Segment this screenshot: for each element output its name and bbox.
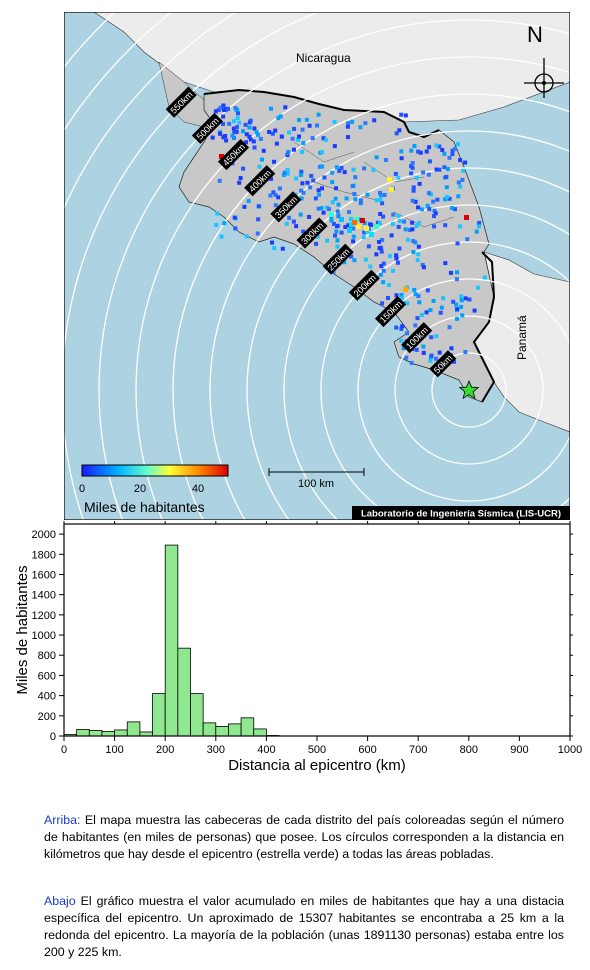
epicenter-star (458, 379, 480, 400)
histogram-bar (177, 647, 191, 737)
distance-ring (172, 93, 570, 520)
y-tick-label: 800 (38, 650, 56, 662)
y-tick-label: 400 (38, 691, 56, 703)
x-tick-label: 200 (156, 744, 174, 756)
y-tick-label: 0 (50, 731, 56, 743)
histogram-bar (202, 722, 217, 737)
x-tick-label: 900 (510, 744, 528, 756)
label-nicaragua: Nicaragua (296, 51, 351, 65)
svg-text:0: 0 (79, 483, 85, 495)
histogram-bar (114, 729, 128, 737)
distance-ring (246, 167, 570, 520)
histogram-bar (253, 728, 267, 737)
histogram-bar (215, 726, 229, 737)
label-panama: Panamá (515, 315, 529, 360)
svg-text:N: N (527, 22, 543, 47)
y-tick-label: 1200 (32, 610, 56, 622)
caption-top-text: El mapa muestra las cabeceras de cada di… (44, 813, 564, 861)
distance-ring (283, 204, 570, 520)
histogram-bar (164, 544, 179, 737)
histogram-bar (76, 729, 90, 737)
histogram-bar (152, 693, 166, 737)
distance-ring (357, 278, 570, 502)
histogram-bar (240, 717, 255, 737)
y-tick-label: 200 (38, 711, 56, 723)
histogram-chart: 0 100 200 300 400 500 600 700 800 900 1000 0 200 400 6… (14, 521, 582, 774)
y-tick-label: 1800 (32, 549, 56, 561)
distance-rings (64, 12, 570, 520)
x-tick-label: 700 (409, 744, 427, 756)
histogram-bar (88, 730, 103, 737)
y-tick-label: 600 (38, 670, 56, 682)
distance-ring (209, 130, 570, 520)
border-south (472, 251, 496, 403)
svg-text:20: 20 (134, 483, 146, 495)
svg-text:40: 40 (192, 483, 204, 495)
scale-bar: 100 km (268, 468, 365, 490)
population-points (206, 103, 487, 365)
border-north (203, 88, 440, 139)
distance-ring (394, 315, 544, 465)
population-map: 50km100km150km200km250km300km350km400km4… (64, 12, 570, 520)
rivers (293, 141, 455, 228)
north-arrow-icon: N (524, 22, 564, 98)
caption-bottom-text: El gráfico muestra el valor acumulado en… (44, 894, 564, 959)
x-tick-label: 1000 (558, 744, 582, 756)
svg-text:100 km: 100 km (298, 478, 334, 490)
caption-bottom: Abajo El gráfico muestra el valor acumul… (44, 893, 564, 961)
histogram-bar (190, 693, 204, 737)
distance-ring (431, 352, 507, 428)
plot-frame (63, 523, 571, 737)
colorbar: 0 20 40 Miles de habitantes (79, 464, 229, 515)
histogram-bar (101, 731, 115, 737)
histogram-bar (126, 721, 141, 737)
caption-top: Arriba: El mapa muestra las cabeceras de… (44, 812, 564, 863)
distance-ring (135, 56, 570, 520)
histogram-bar (228, 723, 242, 737)
x-tick-label: 600 (358, 744, 376, 756)
y-tick-label: 1400 (32, 590, 56, 602)
x-tick-label: 400 (257, 744, 275, 756)
y-tick-label: 1600 (32, 569, 56, 581)
caption-top-tag: Arriba: (44, 813, 81, 827)
x-tick-label: 800 (460, 744, 478, 756)
credit-box (352, 506, 570, 520)
x-tick-label: 500 (308, 744, 326, 756)
distance-ring (98, 19, 570, 520)
svg-text:Miles de habitantes: Miles de habitantes (84, 499, 205, 515)
y-tick-label: 2000 (32, 529, 56, 541)
x-tick-label: 300 (207, 744, 225, 756)
x-tick-label: 0 (61, 744, 67, 756)
x-tick-label: 100 (105, 744, 123, 756)
credit-text: Laboratorio de Ingeniería Sísmica (LIS-U… (361, 509, 561, 520)
distance-ring (320, 241, 570, 520)
y-axis-label: Miles de habitantes (14, 565, 31, 694)
y-tick-label: 1000 (32, 630, 56, 642)
caption-bottom-tag: Abajo (44, 894, 76, 908)
histogram-bar (139, 731, 153, 737)
x-axis-label: Distancia al epicentro (km) (228, 757, 406, 774)
